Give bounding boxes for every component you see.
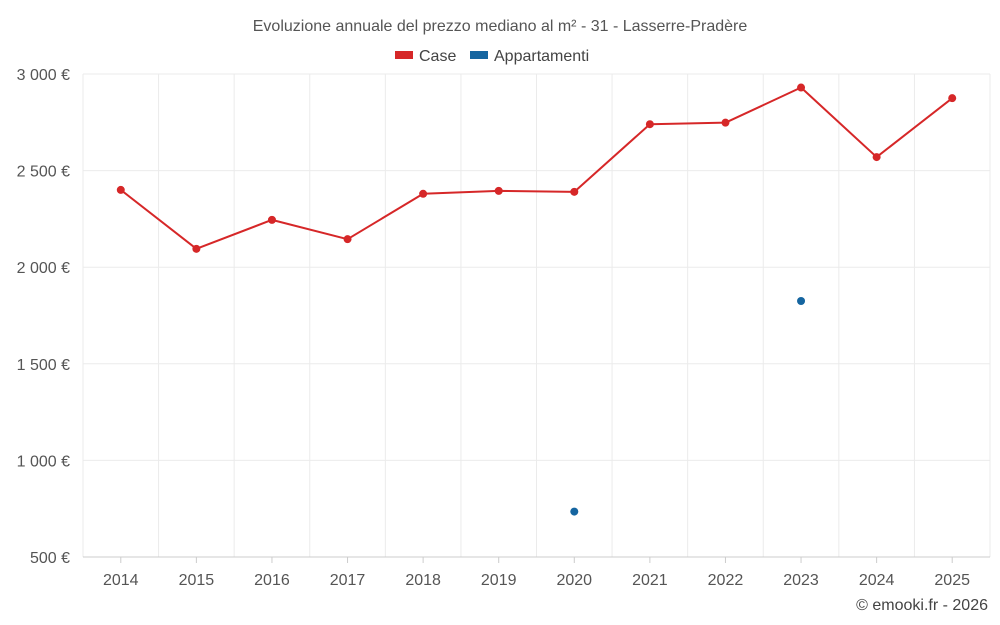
x-tick-label: 2017 (330, 572, 366, 589)
grid (82, 73, 991, 557)
y-axis: 500 € 1 000 € 1 500 € 2 000 € 2 500 € 3 000 € (17, 67, 70, 567)
y-tick-label: 1 000 € (17, 453, 70, 470)
data-point-appartamenti-2020[interactable] (570, 507, 579, 516)
data-point-appartamenti-2023[interactable] (797, 297, 806, 306)
legend: Case Appartamenti (395, 48, 589, 65)
x-tick-label: 2023 (783, 572, 819, 589)
y-tick-label: 3 000 € (17, 67, 70, 84)
legend-swatch-appartamenti (470, 51, 488, 59)
y-tick-label: 1 500 € (17, 357, 70, 374)
data-point-case-2022[interactable] (721, 118, 730, 127)
y-tick-label: 2 000 € (17, 260, 70, 277)
x-tick-label: 2025 (934, 572, 970, 589)
y-tick-label: 500 € (30, 550, 70, 567)
x-axis: 2014 2015 2016 2017 2018 2019 2020 2021 2022 2023… (83, 556, 990, 589)
data-point-case-2025[interactable] (948, 94, 957, 103)
x-tick-label: 2014 (103, 572, 139, 589)
x-tick-label: 2015 (179, 572, 215, 589)
data-point-case-2024[interactable] (872, 153, 881, 162)
data-point-case-2023[interactable] (797, 83, 806, 92)
y-tick-label: 2 500 € (17, 164, 70, 181)
data-point-case-2017[interactable] (343, 235, 352, 244)
data-point-case-2016[interactable] (267, 215, 276, 224)
x-tick-label: 2019 (481, 572, 517, 589)
chart-title: Evoluzione annuale del prezzo mediano al… (253, 18, 748, 35)
series-layer (116, 83, 957, 516)
x-tick-label: 2022 (708, 572, 744, 589)
data-point-case-2018[interactable] (419, 189, 428, 198)
x-tick-label: 2018 (405, 572, 441, 589)
x-tick-label: 2021 (632, 572, 668, 589)
x-tick-label: 2016 (254, 572, 290, 589)
series-line-case (120, 86, 953, 250)
legend-swatch-case (395, 51, 413, 59)
legend-label-appartamenti: Appartamenti (494, 48, 589, 65)
credit: © emooki.fr - 2026 (856, 597, 988, 614)
data-point-case-2019[interactable] (494, 186, 503, 195)
legend-label-case: Case (419, 48, 456, 65)
x-tick-label: 2024 (859, 572, 895, 589)
data-point-case-2014[interactable] (116, 185, 125, 194)
data-point-case-2015[interactable] (192, 244, 201, 253)
x-tick-label: 2020 (556, 572, 592, 589)
data-point-case-2020[interactable] (570, 187, 579, 196)
data-point-case-2021[interactable] (645, 120, 654, 129)
